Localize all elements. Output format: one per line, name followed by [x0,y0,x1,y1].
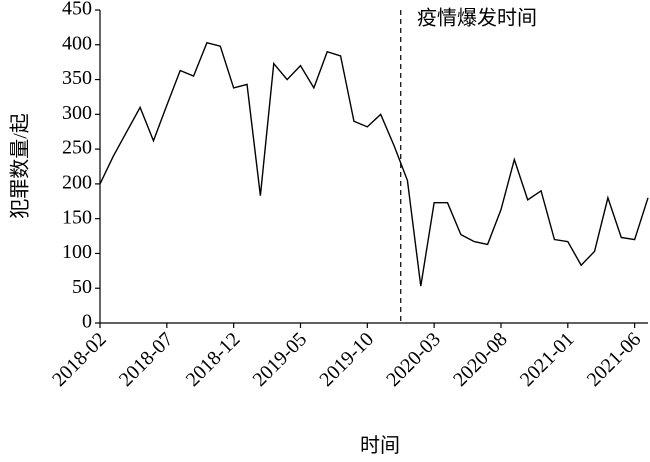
y-tick-label: 150 [62,206,92,228]
y-tick-label: 100 [62,241,92,263]
y-tick-label: 0 [82,311,92,333]
x-tick-label: 2018-07 [115,328,178,391]
y-tick-label: 200 [62,171,92,193]
x-tick-label: 2018-12 [182,328,245,391]
x-axis-label: 时间 [360,434,400,457]
y-tick-label: 450 [62,0,92,20]
y-axis-label: 犯罪数量/起 [9,113,32,219]
y-tick-label: 250 [62,137,92,159]
x-tick-label: 2021-06 [583,328,646,391]
y-tick-label: 50 [72,276,92,298]
x-tick-label: 2019-10 [315,328,378,391]
x-tick-label: 2020-08 [449,328,512,391]
x-tick-label: 2021-01 [516,328,579,391]
x-tick-label: 2020-03 [382,328,445,391]
y-tick-label: 400 [62,32,92,54]
x-tick-label: 2018-02 [48,328,111,391]
data-line [99,41,649,287]
y-tick-label: 300 [62,102,92,124]
y-tick-label: 350 [62,67,92,89]
annotation: 疫情爆发时间 [417,7,537,30]
x-tick-label: 2019-05 [249,328,312,391]
